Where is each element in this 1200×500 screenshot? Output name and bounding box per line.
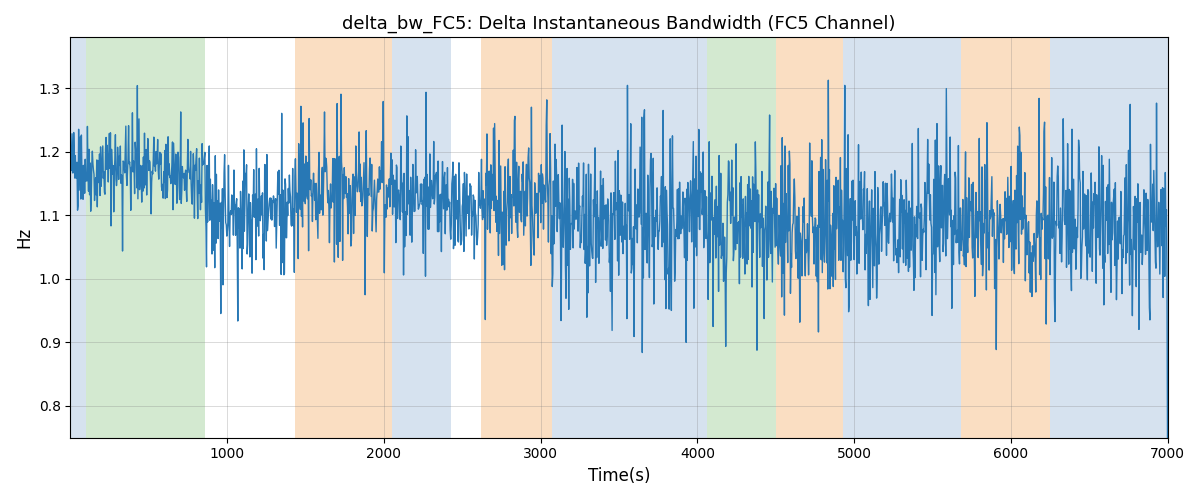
Bar — [775, 38, 844, 438]
Bar — [71, 38, 86, 438]
X-axis label: Time(s): Time(s) — [588, 467, 650, 485]
Bar — [552, 38, 707, 438]
Bar — [86, 38, 205, 438]
Bar — [481, 38, 552, 438]
Bar — [961, 38, 1050, 438]
Y-axis label: Hz: Hz — [14, 227, 32, 248]
Bar — [1050, 38, 1168, 438]
Bar — [707, 38, 775, 438]
Bar — [294, 38, 391, 438]
Title: delta_bw_FC5: Delta Instantaneous Bandwidth (FC5 Channel): delta_bw_FC5: Delta Instantaneous Bandwi… — [342, 15, 895, 34]
Bar — [391, 38, 451, 438]
Bar — [844, 38, 961, 438]
